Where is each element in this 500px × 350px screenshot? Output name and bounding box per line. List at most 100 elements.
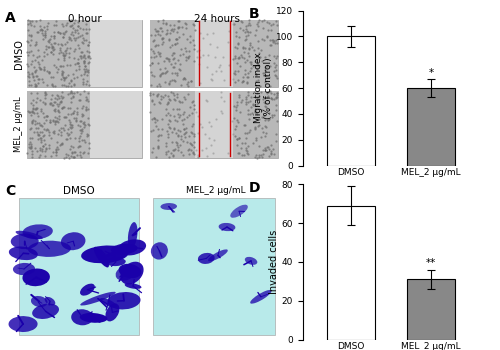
Point [260,64,268,70]
Point [186,104,194,110]
Point [61,114,69,119]
Point [80,35,88,41]
Point [50,29,58,35]
Ellipse shape [80,284,95,296]
Point [190,42,198,48]
Point [176,136,184,142]
Text: MEL_2 μg/mL: MEL_2 μg/mL [186,186,246,195]
Point [252,84,260,89]
Point [179,138,187,144]
Point [39,36,47,42]
Point [24,151,32,156]
Ellipse shape [250,290,272,304]
Point [155,99,163,105]
Point [217,108,225,113]
Point [68,99,76,105]
Point [243,57,251,63]
Point [180,109,188,115]
Point [164,56,172,62]
Point [228,118,235,124]
Point [42,146,50,151]
Point [176,112,184,118]
Point [245,129,253,135]
Point [60,32,68,37]
Point [162,31,170,36]
Point [84,90,92,95]
Point [268,37,276,42]
Point [266,89,274,94]
Point [34,131,42,137]
Point [156,72,164,78]
Point [76,134,84,139]
Point [248,63,256,69]
Point [236,63,244,69]
Point [68,122,76,128]
Point [174,57,182,63]
Point [45,70,53,76]
Point [184,133,192,139]
Point [47,100,55,106]
Point [52,101,60,107]
Point [66,18,74,24]
Point [254,77,262,83]
Point [213,44,221,50]
Point [150,101,158,107]
Point [258,151,266,157]
Point [272,90,280,96]
Ellipse shape [160,203,177,210]
Point [46,100,54,106]
Point [230,21,238,27]
Point [58,105,66,111]
Point [156,50,164,56]
Point [41,100,49,106]
Point [34,80,42,85]
Ellipse shape [111,244,138,254]
Point [252,125,260,130]
Point [270,96,278,101]
Point [260,25,268,31]
Point [82,82,90,87]
Point [241,71,249,77]
Point [52,99,60,105]
Point [63,39,71,44]
Point [74,19,82,24]
Point [184,54,192,60]
Point [69,154,77,160]
Point [247,104,255,110]
Point [266,42,274,48]
Point [162,65,170,70]
Point [240,49,248,54]
Point [40,54,48,59]
Point [81,122,89,128]
Point [74,109,82,114]
Point [165,80,173,86]
Point [268,28,276,33]
Point [174,18,182,23]
Point [62,136,70,142]
Point [154,43,162,48]
Point [56,99,64,104]
Point [170,64,178,70]
Point [37,122,45,128]
Point [27,48,35,54]
Point [32,125,40,130]
Point [66,45,74,51]
Point [78,79,86,85]
Point [76,33,84,39]
Point [171,117,179,122]
Point [209,150,217,156]
Point [267,150,275,155]
Point [260,100,268,106]
Point [27,144,35,150]
Point [240,78,248,84]
Point [153,92,161,98]
Point [237,145,245,151]
Point [54,97,62,102]
Point [38,148,46,154]
Point [78,40,86,46]
Point [28,151,36,157]
Point [242,27,250,32]
Point [260,71,268,76]
Point [163,128,171,133]
Point [76,26,84,31]
